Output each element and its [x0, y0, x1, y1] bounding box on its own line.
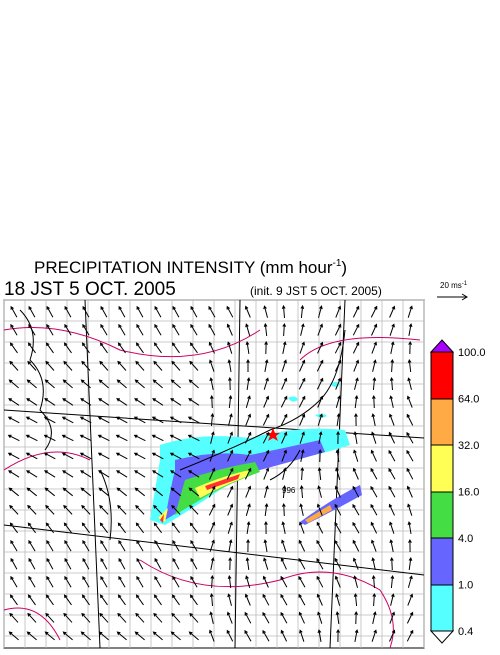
precip-yellow: [158, 470, 250, 522]
valid-time: 18 JST 5 OCT. 2005: [4, 279, 176, 300]
vector-scale-text: 20 ms: [440, 281, 462, 290]
location-star: [266, 428, 280, 441]
colorbar-over: [429, 339, 455, 353]
title: PRECIPITATION INTENSITY (mm hour-1): [34, 258, 347, 277]
pressure-label: 996: [282, 486, 296, 495]
isobars: [3, 327, 421, 649]
vector-scale-exponent: -1: [462, 281, 468, 287]
colorbar-band: [430, 398, 454, 446]
precip-orange: [305, 505, 332, 523]
colorbar-band: [430, 491, 454, 539]
precip-cyan-spots: [288, 382, 340, 418]
colorbar-band: [430, 351, 454, 400]
init-time: (init. 9 JST 5 OCT. 2005): [250, 284, 382, 298]
colorbar: 0.4 1.0 4.0 16.0 32.0 64.0 100.0: [429, 339, 486, 644]
graticule: [3, 299, 425, 649]
title-text: PRECIPITATION INTENSITY (mm hour: [34, 258, 333, 277]
colorbar-label: 64.0: [458, 394, 479, 406]
colorbar-band: [430, 584, 454, 632]
colorbar-label: 100.0: [458, 347, 486, 359]
colorbar-under: [429, 630, 455, 644]
colorbar-label: 4.0: [458, 533, 473, 545]
vector-scale-arrow: [437, 293, 468, 301]
precipitation: [150, 382, 362, 525]
colorbar-band: [430, 444, 454, 493]
coastline: [19, 309, 346, 541]
colorbar-label: 16.0: [458, 487, 479, 499]
precip-red: [160, 474, 240, 523]
colorbar-label: 0.4: [458, 626, 473, 638]
colorbar-label: 32.0: [458, 440, 479, 452]
colorbar-label: 1.0: [458, 580, 473, 592]
vector-scale-label: 20 ms-1: [440, 281, 468, 290]
colorbar-band: [430, 537, 454, 586]
title-close: ): [341, 258, 347, 277]
wind-vectors: [7, 304, 414, 643]
title-exponent: -1: [332, 258, 341, 269]
map: 996: [3, 299, 425, 649]
